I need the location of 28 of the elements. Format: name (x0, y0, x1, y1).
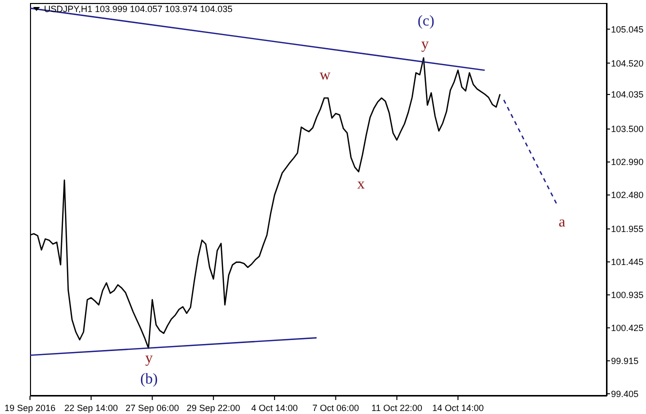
y-tick-label: 104.520 (611, 58, 644, 68)
annotation: w (320, 68, 330, 84)
x-tick-label: 4 Oct 14:00 (251, 403, 298, 413)
x-tick-label: 11 Oct 22:00 (371, 403, 422, 413)
annotation: (b) (140, 372, 158, 388)
y-tick-label: 101.955 (611, 224, 644, 234)
annotation: a (558, 214, 566, 230)
annotation: y (421, 36, 429, 52)
annotation: y (145, 350, 153, 366)
y-tick-label: 105.045 (611, 24, 644, 34)
y-tick-label: 99.405 (611, 388, 639, 399)
x-tick-label: 7 Oct 06:00 (312, 403, 359, 413)
y-tick-label: 100.935 (611, 290, 644, 300)
annotation: (c) (418, 14, 434, 30)
chart-title: USDJPY,H1 103.999 104.057 103.974 104.035 (44, 4, 232, 14)
x-tick-label: 27 Sep 06:00 (125, 403, 180, 413)
x-tick-label: 14 Oct 14:00 (432, 403, 484, 413)
y-tick-label: 103.500 (611, 124, 644, 134)
y-tick-label: 101.445 (611, 257, 644, 268)
annotation: x (357, 176, 365, 192)
y-tick-label: 102.480 (611, 190, 644, 200)
x-tick-label: 19 Sep 2016 (4, 403, 56, 413)
y-tick-label: 102.990 (611, 157, 644, 168)
x-tick-label: 29 Sep 22:00 (186, 403, 240, 413)
y-tick-label: 100.425 (611, 323, 644, 333)
x-tick-label: 22 Sep 14:00 (64, 403, 118, 413)
y-tick-label: 104.035 (611, 90, 644, 100)
y-tick-label: 99.915 (611, 356, 639, 366)
